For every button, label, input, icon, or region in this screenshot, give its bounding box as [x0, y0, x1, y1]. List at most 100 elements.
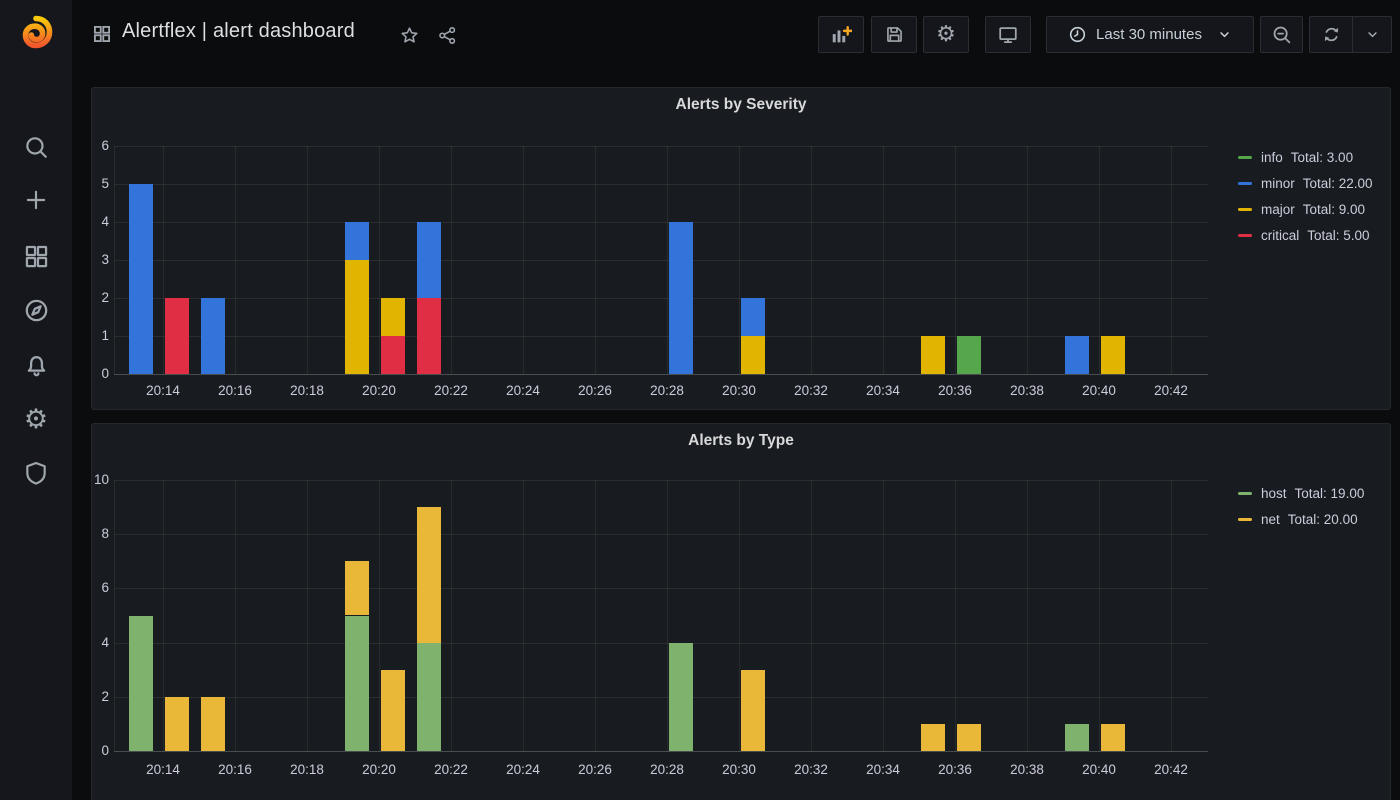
- gridline-vertical: [667, 146, 668, 374]
- x-axis-tick-label: 20:36: [938, 762, 972, 777]
- gridline-vertical: [955, 146, 956, 374]
- legend-item-host[interactable]: host Total: 19.00: [1238, 480, 1400, 506]
- zoom-out-icon: [1273, 26, 1291, 44]
- legend-item-minor[interactable]: minor Total: 22.00: [1238, 170, 1400, 196]
- bar-segment-net[interactable]: [381, 669, 406, 751]
- cycle-view-button[interactable]: [985, 16, 1031, 53]
- bar-segment-minor[interactable]: [345, 222, 370, 260]
- bar-segment-info[interactable]: [957, 336, 982, 374]
- legend-color-dash: [1238, 491, 1252, 495]
- bar-segment-net[interactable]: [921, 723, 946, 751]
- legend-series-total: Total: 5.00: [1307, 227, 1370, 243]
- bar-segment-net[interactable]: [165, 696, 190, 751]
- bar-segment-net[interactable]: [1101, 723, 1126, 751]
- sidebar-item-dashboards[interactable]: [0, 232, 72, 280]
- bar-segment-critical[interactable]: [381, 336, 406, 374]
- x-axis-tick-label: 20:22: [434, 762, 468, 777]
- gridline-vertical: [523, 146, 524, 374]
- x-axis-tick-label: 20:14: [146, 383, 180, 398]
- dashboard-topbar: Alertflex | alert dashboard: [72, 0, 1400, 68]
- sidebar-item-server-admin[interactable]: [0, 449, 72, 497]
- bell-icon: [27, 355, 45, 376]
- sidebar-item-configuration[interactable]: ⚙: [0, 395, 72, 443]
- bar-segment-major[interactable]: [381, 298, 406, 336]
- bar-segment-major[interactable]: [741, 336, 766, 374]
- legend-series-name: info: [1261, 149, 1283, 165]
- star-dashboard-button[interactable]: [396, 22, 422, 48]
- dashboards-grid-icon: [25, 245, 47, 267]
- gridline-horizontal: [114, 146, 1208, 147]
- time-range-label: Last 30 minutes: [1096, 26, 1202, 43]
- gridline-vertical: [235, 480, 236, 751]
- bar-segment-minor[interactable]: [669, 222, 694, 374]
- bar-segment-minor[interactable]: [201, 298, 226, 374]
- panel-title[interactable]: Alerts by Type: [688, 432, 794, 449]
- gridline-vertical: [1099, 146, 1100, 374]
- share-dashboard-button[interactable]: [434, 22, 460, 48]
- severity-chart-plot[interactable]: 0 1 2 3 4 5 6 20:14 20:16 20:18 20:20 20:22 20:24 20:…: [92, 88, 1390, 409]
- monitor-icon: [999, 26, 1017, 43]
- legend-item-net[interactable]: net Total: 20.00: [1238, 506, 1400, 532]
- x-axis-tick-label: 20:26: [578, 383, 612, 398]
- legend-item-critical[interactable]: critical Total: 5.00: [1238, 222, 1400, 248]
- x-axis-tick-label: 20:40: [1082, 762, 1116, 777]
- time-range-picker[interactable]: Last 30 minutes: [1046, 16, 1254, 53]
- sidebar-item-alerting[interactable]: [0, 341, 72, 389]
- refresh-interval-picker[interactable]: [1353, 17, 1391, 52]
- x-axis-tick-label: 20:24: [506, 762, 540, 777]
- bar-segment-major[interactable]: [921, 336, 946, 374]
- legend-item-major[interactable]: major Total: 9.00: [1238, 196, 1400, 222]
- sidebar-item-create[interactable]: [0, 176, 72, 224]
- bar-segment-critical[interactable]: [417, 298, 442, 374]
- refresh-dashboard-button[interactable]: [1310, 17, 1352, 52]
- legend-item-info[interactable]: info Total: 3.00: [1238, 144, 1400, 170]
- gridline-vertical: [811, 480, 812, 751]
- x-axis-tick-label: 20:34: [866, 383, 900, 398]
- legend-series-name: minor: [1261, 175, 1295, 191]
- bar-segment-net[interactable]: [957, 723, 982, 751]
- gridline-vertical: [379, 480, 380, 751]
- bar-segment-major[interactable]: [345, 260, 370, 374]
- bar-segment-host[interactable]: [417, 642, 442, 751]
- legend-series-name: major: [1261, 201, 1295, 217]
- gridline-vertical: [523, 480, 524, 751]
- panel-title[interactable]: Alerts by Severity: [675, 96, 807, 113]
- dashboard-settings-button[interactable]: ⚙: [923, 16, 969, 53]
- bar-segment-net[interactable]: [741, 669, 766, 751]
- y-axis-tick-label: 3: [101, 252, 109, 267]
- grafana-logo-icon: [22, 15, 53, 49]
- type-chart-plot[interactable]: 0 2 4 6 8 10 20:14 20:16 20:18 20:20 20:22 20:24 20:…: [92, 424, 1390, 800]
- bar-segment-host[interactable]: [129, 615, 154, 751]
- bar-segment-critical[interactable]: [165, 298, 190, 374]
- gridline-vertical: [955, 480, 956, 751]
- severity-chart-legend: info Total: 3.00 minor Total: 22.00 major Tot…: [1238, 144, 1400, 248]
- panel-alerts-by-type: Alerts by Type 0 2 4 6 8 10 20:14 20:16 20:18 20:…: [91, 423, 1391, 800]
- sidebar-item-search[interactable]: [0, 123, 72, 171]
- save-dashboard-button[interactable]: [871, 16, 917, 53]
- x-axis-tick-label: 20:16: [218, 762, 252, 777]
- bar-segment-minor[interactable]: [417, 222, 442, 298]
- bar-segment-minor[interactable]: [1065, 336, 1090, 374]
- plus-icon: [26, 190, 46, 210]
- legend-series-total: Total: 9.00: [1302, 201, 1366, 217]
- x-axis-tick-label: 20:18: [290, 762, 324, 777]
- bar-segment-major[interactable]: [1101, 336, 1126, 374]
- bar-segment-host[interactable]: [1065, 723, 1090, 751]
- legend-color-dash: [1238, 517, 1252, 521]
- sidebar: ⚙: [0, 0, 72, 800]
- add-panel-button[interactable]: [818, 16, 864, 53]
- bar-segment-minor[interactable]: [129, 184, 154, 374]
- zoom-out-time-button[interactable]: [1260, 16, 1303, 53]
- gridline-horizontal: [114, 751, 1208, 752]
- gridline-vertical: [451, 146, 452, 374]
- bar-segment-net[interactable]: [345, 561, 370, 616]
- bar-segment-minor[interactable]: [741, 298, 766, 336]
- grafana-logo[interactable]: [12, 8, 60, 58]
- bar-segment-net[interactable]: [417, 507, 442, 643]
- bar-segment-net[interactable]: [201, 696, 226, 751]
- sidebar-item-explore[interactable]: [0, 286, 72, 334]
- gridline-vertical: [235, 146, 236, 374]
- bar-segment-host[interactable]: [669, 642, 694, 751]
- gridline-horizontal: [114, 336, 1208, 337]
- bar-segment-host[interactable]: [345, 615, 370, 751]
